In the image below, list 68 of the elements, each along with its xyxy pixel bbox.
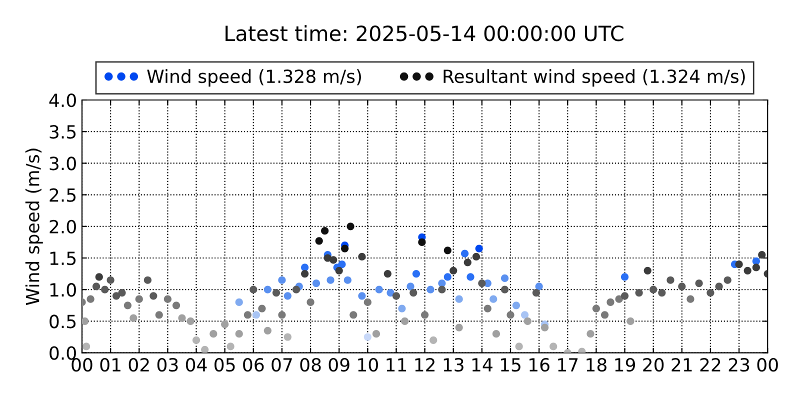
x-tick-label: 17	[558, 358, 578, 372]
point	[406, 282, 414, 290]
point	[264, 286, 272, 294]
x-tick-label: 06	[243, 358, 264, 372]
x-tick-label: 05	[214, 358, 235, 372]
y-tick-label: 2.0	[50, 220, 76, 234]
point	[438, 279, 446, 288]
x-tick-label: 13	[444, 358, 464, 372]
point	[358, 292, 366, 300]
x-tick-label: 03	[157, 358, 178, 372]
x-tick-label: 07	[272, 358, 292, 372]
x-tick-label: 00	[72, 358, 92, 372]
point	[386, 288, 394, 297]
legend-label: Wind speed (1.328 m/s)	[147, 69, 361, 87]
point	[620, 273, 629, 281]
x-tick-label: 18	[586, 358, 606, 372]
y-tick-label: 3.0	[50, 156, 76, 170]
point	[326, 276, 334, 284]
x-tick-label: 11	[386, 358, 406, 372]
point	[752, 257, 760, 265]
x-tick-label: 09	[328, 358, 350, 372]
y-tick-label: 2.5	[50, 188, 76, 202]
x-tick-label: 08	[300, 358, 321, 372]
point	[412, 270, 420, 278]
x-tick-label: 02	[128, 358, 149, 372]
y-axis-title: Wind speed (m/s)	[25, 148, 43, 306]
chart-title: Latest time: 2025-05-14 00:00:00 UTC	[226, 25, 624, 42]
point	[344, 276, 352, 284]
y-tick-label: 0.5	[50, 314, 76, 328]
x-tick-label: 04	[186, 358, 207, 372]
x-tick-label: 21	[672, 358, 692, 372]
legend-label: Resultant wind speed (1.324 m/s)	[444, 69, 745, 87]
x-tick-label: 19	[615, 358, 635, 372]
x-tick-label: 23	[728, 358, 750, 372]
y-tick-label: 1.5	[50, 252, 76, 266]
point	[398, 304, 406, 312]
x-tick-label: 10	[358, 358, 378, 372]
point	[512, 302, 520, 310]
x-tick-label: 15	[500, 358, 520, 372]
point	[312, 279, 320, 288]
point	[252, 311, 260, 319]
point	[278, 276, 286, 284]
y-tick-label: 3.5	[50, 125, 76, 139]
point	[535, 282, 543, 290]
x-tick-label: 16	[530, 358, 550, 372]
point	[338, 260, 346, 268]
point	[466, 273, 474, 281]
point	[500, 274, 509, 282]
point	[490, 295, 498, 303]
x-tick-label: 12	[415, 358, 434, 372]
point	[520, 311, 529, 319]
point	[426, 286, 434, 294]
point	[455, 295, 463, 303]
x-tick-label: 00	[757, 358, 778, 372]
x-tick-label: 01	[100, 358, 120, 372]
point	[235, 298, 243, 306]
point	[375, 286, 383, 294]
point	[444, 273, 452, 281]
y-tick-label: 4.0	[49, 93, 76, 108]
point	[475, 244, 483, 252]
y-tick-label: 0.0	[50, 346, 76, 360]
point	[460, 250, 469, 258]
x-tick-label: 14	[472, 358, 492, 372]
point	[284, 292, 292, 300]
x-tick-label: 22	[700, 358, 720, 372]
x-tick-label: 20	[643, 358, 664, 372]
point	[364, 333, 372, 341]
y-tick-label: 1.0	[50, 283, 76, 297]
